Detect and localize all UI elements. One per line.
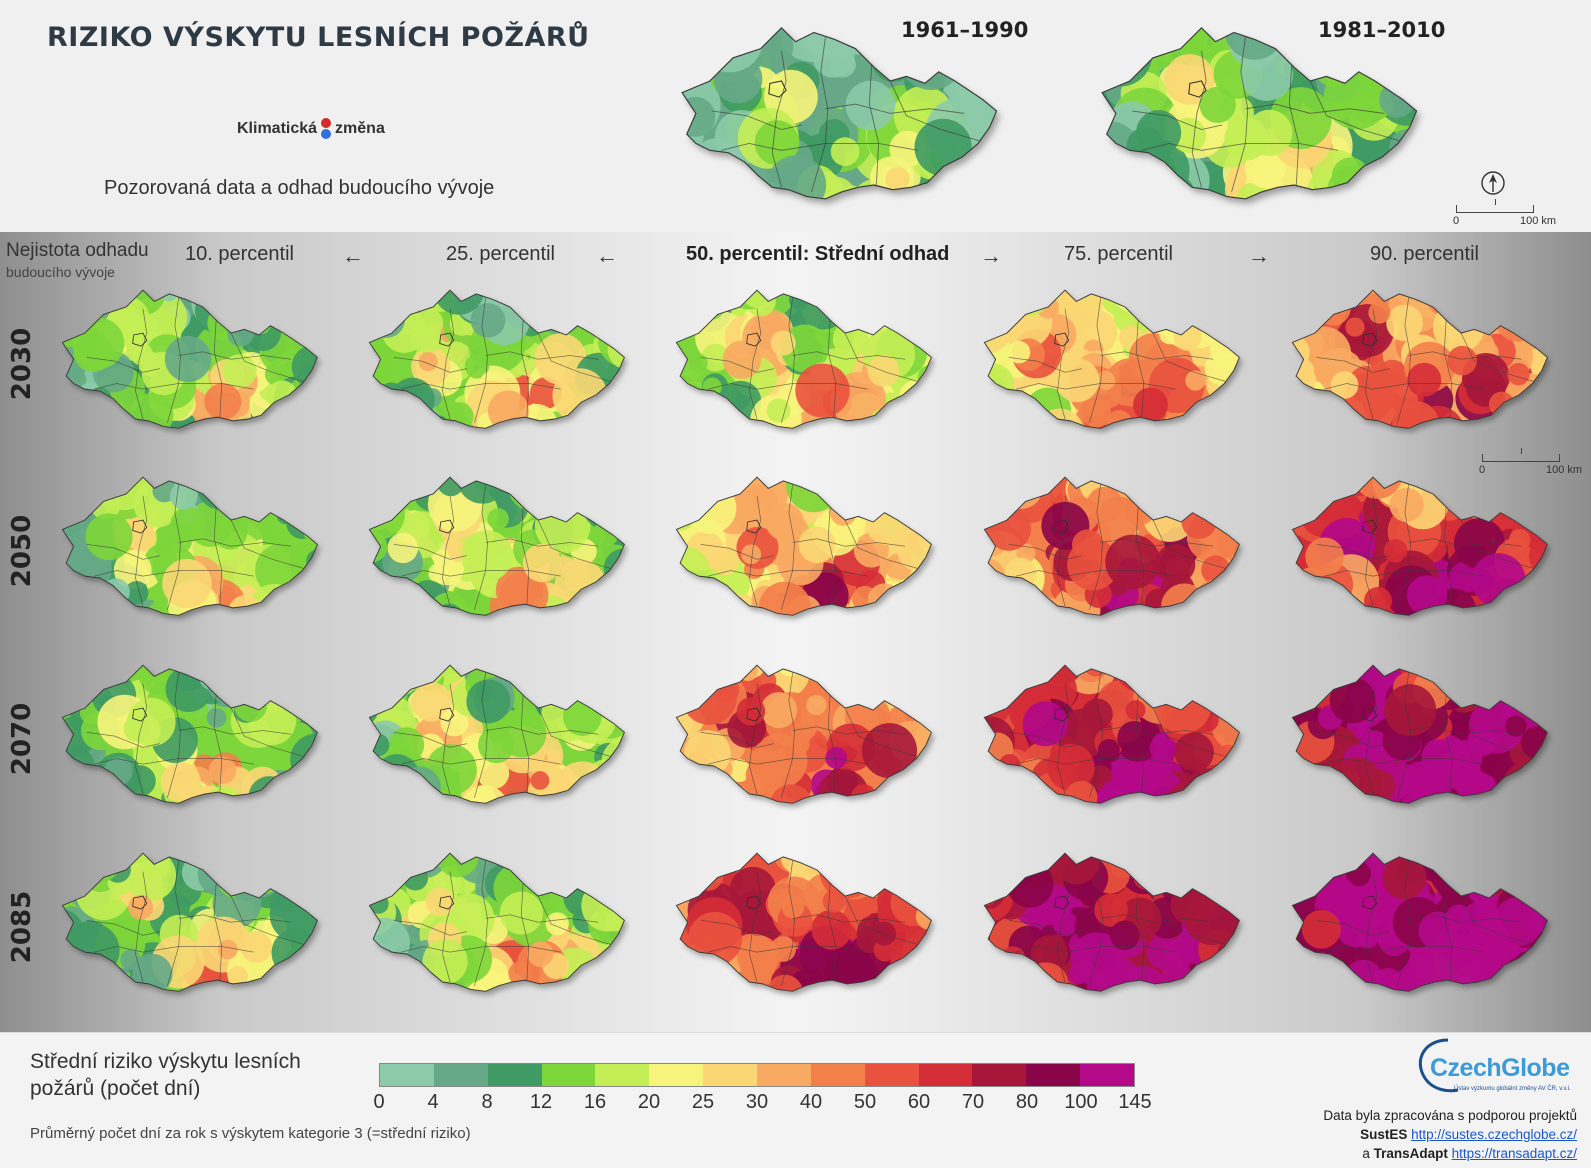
period-label-1981-2010: 1981–2010 xyxy=(1318,18,1446,42)
legend-swatch xyxy=(1080,1064,1135,1086)
map-2070-p25 xyxy=(345,654,645,822)
legend-swatch xyxy=(649,1064,704,1086)
logo-word-2: změna xyxy=(335,119,385,137)
map-2030-p75 xyxy=(960,279,1260,447)
map-2085-p25 xyxy=(345,842,645,1010)
logo-word-1: Klimatická xyxy=(237,119,318,137)
arrow-right-icon: → xyxy=(1248,243,1270,268)
legend-swatch xyxy=(810,1064,865,1086)
year-label-2070: 2070 xyxy=(7,702,37,776)
percentile-label-50: 50. percentil: Střední odhad xyxy=(686,243,950,265)
percentile-label-10: 10. percentil xyxy=(185,243,294,265)
uncertainty-title: Nejistota odhadu xyxy=(6,240,149,261)
legend-swatch xyxy=(972,1064,1027,1086)
percentile-label-75: 75. percentil xyxy=(1064,243,1173,265)
legend-tick-label: 0 xyxy=(373,1091,385,1113)
czechglobe-name: CzechGlobe xyxy=(1430,1054,1570,1082)
credits: Data byla zpracována s podporou projektů… xyxy=(1323,1106,1577,1163)
legend-swatch xyxy=(1026,1064,1081,1086)
legend-swatch xyxy=(487,1064,542,1086)
map-2030-p25 xyxy=(345,279,645,447)
map-2030-p90 xyxy=(1268,279,1568,447)
legend-tick-label: 100 xyxy=(1064,1091,1098,1113)
legend-swatch xyxy=(541,1064,596,1086)
map-observed-1981-2010 xyxy=(1072,14,1442,222)
arrow-right-icon: → xyxy=(980,243,1002,268)
legend-tick-label: 8 xyxy=(481,1091,493,1113)
legend-swatch xyxy=(918,1064,973,1086)
legend-swatch xyxy=(380,1064,434,1086)
uncertainty-subtitle: budoucího vývoje xyxy=(6,264,115,280)
legend-tick-label: 30 xyxy=(745,1091,769,1113)
map-2050-p50 xyxy=(652,466,952,634)
map-2050-p10 xyxy=(38,466,338,634)
year-label-2085: 2085 xyxy=(7,890,37,964)
percentile-label-90: 90. percentil xyxy=(1370,243,1479,265)
map-2070-p75 xyxy=(960,654,1260,822)
arrow-left-icon: ← xyxy=(596,243,618,268)
legend-tick-label: 70 xyxy=(961,1091,985,1113)
legend-swatch xyxy=(433,1064,488,1086)
legend-swatch xyxy=(864,1064,919,1086)
legend-tick-label: 25 xyxy=(691,1091,715,1113)
legend-tick-label: 16 xyxy=(583,1091,607,1113)
map-2050-p75 xyxy=(960,466,1260,634)
legend-tick-label: 80 xyxy=(1015,1091,1039,1113)
map-2085-p75 xyxy=(960,842,1260,1010)
czechglobe-logo: CzechGlobe Ústav výzkumu globální změny … xyxy=(1408,1034,1580,1098)
project-sustes: SustES xyxy=(1360,1127,1408,1142)
legend-tick-label: 145 xyxy=(1118,1091,1152,1113)
legend-tick-label: 60 xyxy=(907,1091,931,1113)
year-label-2030: 2030 xyxy=(7,327,37,401)
map-2030-p50 xyxy=(652,279,952,447)
page-subtitle: Pozorovaná data a odhad budoucího vývoje xyxy=(104,177,495,199)
map-2050-p90 xyxy=(1268,466,1568,634)
year-label-2050: 2050 xyxy=(7,514,37,588)
map-2085-p50 xyxy=(652,842,952,1010)
page-title: RIZIKO VÝSKYTU LESNÍCH POŽÁRŮ xyxy=(47,22,590,53)
map-2070-p90 xyxy=(1268,654,1568,822)
credit-line: Data byla zpracována s podporou projektů xyxy=(1323,1108,1577,1123)
legend-color-bar xyxy=(379,1063,1135,1087)
transadapt-link[interactable]: https://transadapt.cz/ xyxy=(1451,1146,1577,1161)
klimaticka-zmena-logo: Klimatická změna xyxy=(237,118,385,139)
legend-title: Střední riziko výskytu lesních požárů (p… xyxy=(30,1050,301,1100)
map-2070-p50 xyxy=(652,654,952,822)
project-transadapt: TransAdapt xyxy=(1373,1146,1448,1161)
legend-swatch xyxy=(703,1064,758,1086)
credit-and: a xyxy=(1362,1146,1370,1161)
legend-tick-label: 4 xyxy=(427,1091,439,1113)
map-2070-p10 xyxy=(38,654,338,822)
map-2085-p10 xyxy=(38,842,338,1010)
map-2030-p10 xyxy=(38,279,338,447)
legend-tick-label: 20 xyxy=(637,1091,661,1113)
period-label-1961-1990: 1961–1990 xyxy=(901,18,1029,42)
map-observed-1961-1990 xyxy=(652,14,1022,222)
legend-band xyxy=(0,1032,1591,1168)
legend-tick-label: 50 xyxy=(853,1091,877,1113)
legend-note: Průměrný počet dní za rok s výskytem kat… xyxy=(30,1125,471,1142)
percentile-label-25: 25. percentil xyxy=(446,243,555,265)
map-2085-p90 xyxy=(1268,842,1568,1010)
legend-swatch xyxy=(757,1064,811,1086)
logo-dots-icon xyxy=(321,118,332,139)
legend-swatch xyxy=(595,1064,650,1086)
legend-tick-label: 12 xyxy=(529,1091,553,1113)
legend-tick-label: 40 xyxy=(799,1091,823,1113)
arrow-left-icon: ← xyxy=(342,243,364,268)
czechglobe-subtitle: Ústav výzkumu globální změny AV ČR, v.v.… xyxy=(1454,1086,1571,1092)
sustes-link[interactable]: http://sustes.czechglobe.cz/ xyxy=(1411,1127,1577,1142)
north-arrow-icon xyxy=(1481,171,1505,195)
map-2050-p25 xyxy=(345,466,645,634)
